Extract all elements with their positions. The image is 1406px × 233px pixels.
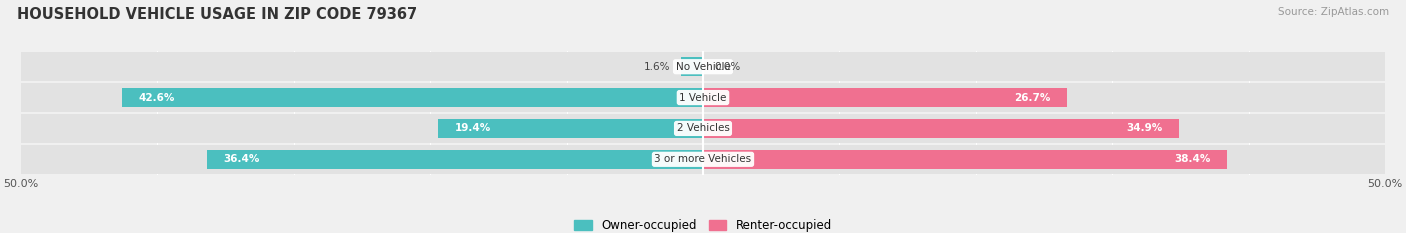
Bar: [703, 145, 1385, 174]
Bar: [703, 119, 1180, 138]
Bar: [21, 83, 703, 112]
Bar: [681, 57, 703, 76]
Text: 38.4%: 38.4%: [1174, 154, 1211, 164]
Bar: [703, 150, 1226, 169]
Bar: [703, 83, 1385, 112]
Text: Source: ZipAtlas.com: Source: ZipAtlas.com: [1278, 7, 1389, 17]
Bar: [21, 114, 703, 143]
Bar: [703, 52, 1385, 81]
Text: 36.4%: 36.4%: [224, 154, 259, 164]
Text: 0.0%: 0.0%: [714, 62, 740, 72]
Bar: [439, 119, 703, 138]
Bar: [207, 150, 703, 169]
Text: 2 Vehicles: 2 Vehicles: [676, 123, 730, 134]
Text: 26.7%: 26.7%: [1014, 93, 1050, 103]
Text: 19.4%: 19.4%: [454, 123, 491, 134]
Bar: [703, 88, 1067, 107]
Text: 1.6%: 1.6%: [644, 62, 671, 72]
Text: No Vehicle: No Vehicle: [675, 62, 731, 72]
Text: 34.9%: 34.9%: [1126, 123, 1163, 134]
Text: 1 Vehicle: 1 Vehicle: [679, 93, 727, 103]
Bar: [703, 114, 1385, 143]
Text: 42.6%: 42.6%: [138, 93, 174, 103]
Bar: [21, 145, 703, 174]
Legend: Owner-occupied, Renter-occupied: Owner-occupied, Renter-occupied: [569, 214, 837, 233]
Bar: [21, 52, 703, 81]
Text: 3 or more Vehicles: 3 or more Vehicles: [654, 154, 752, 164]
Text: HOUSEHOLD VEHICLE USAGE IN ZIP CODE 79367: HOUSEHOLD VEHICLE USAGE IN ZIP CODE 7936…: [17, 7, 418, 22]
Bar: [122, 88, 703, 107]
